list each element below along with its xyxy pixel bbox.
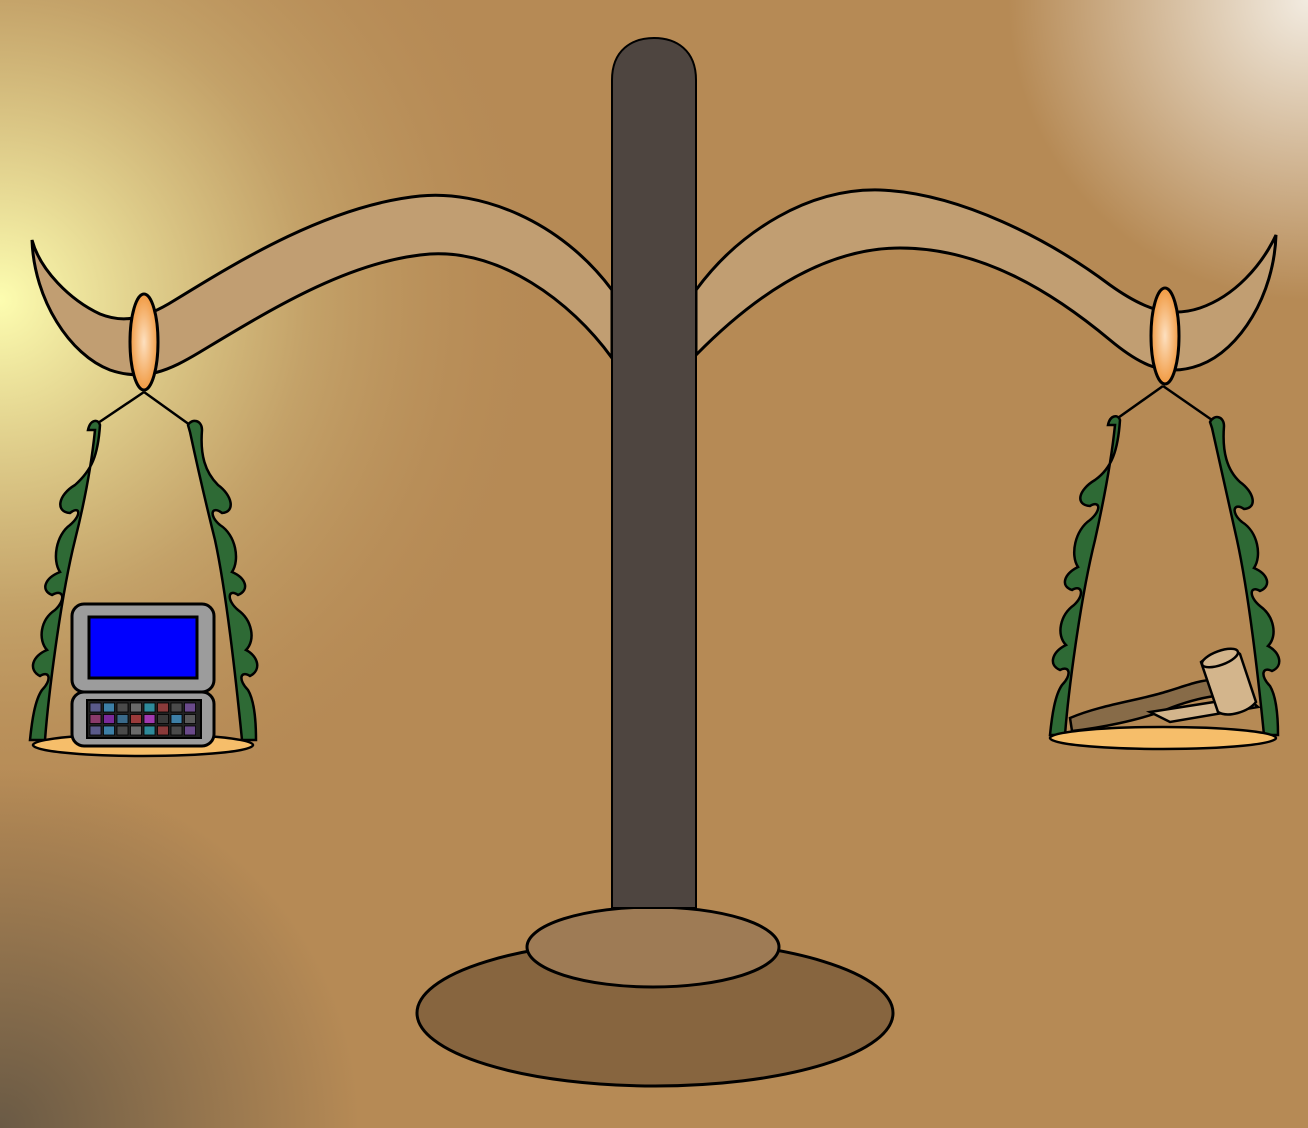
pda-key <box>143 725 156 736</box>
pda-key <box>89 714 102 724</box>
pda-icon <box>70 602 216 748</box>
right-chain-inner <box>1208 415 1281 737</box>
gavel-icon <box>1068 647 1261 733</box>
pda-key <box>184 702 196 713</box>
pda-screen <box>87 615 199 680</box>
pda-key <box>170 725 183 736</box>
pda-key <box>130 725 142 736</box>
right-ring <box>1149 286 1181 386</box>
pda-key <box>157 714 169 724</box>
pda-key <box>184 725 196 736</box>
pda-key <box>103 725 115 736</box>
right-pan <box>1048 725 1278 751</box>
left-chain-inner <box>186 419 259 742</box>
pda-key <box>116 702 129 713</box>
scale-beam <box>30 188 1278 377</box>
left-chain-outer <box>28 419 102 742</box>
pda-key <box>143 714 156 724</box>
pda-key <box>116 714 129 724</box>
pda-key <box>89 725 102 736</box>
pda-key <box>157 725 169 736</box>
pda-key <box>103 702 115 713</box>
beam-right-arm <box>694 188 1278 372</box>
left-ring <box>128 292 160 392</box>
pda-key <box>103 714 115 724</box>
pda-keypad-keys <box>89 702 196 736</box>
pda-key <box>184 714 196 724</box>
pda-key <box>130 714 142 724</box>
pda-key <box>143 702 156 713</box>
right-pan-chains <box>1048 384 1281 737</box>
pda-key <box>130 702 142 713</box>
beam-left-arm <box>30 193 614 377</box>
pda-key <box>170 702 183 713</box>
scale-base <box>415 905 895 1088</box>
pda-key <box>116 725 129 736</box>
pda-key <box>170 714 183 724</box>
scale-pillar <box>611 36 697 909</box>
pda-key <box>157 702 169 713</box>
pda-key <box>89 702 102 713</box>
left-pan-chains <box>28 390 259 742</box>
right-chain-outer <box>1048 415 1122 737</box>
